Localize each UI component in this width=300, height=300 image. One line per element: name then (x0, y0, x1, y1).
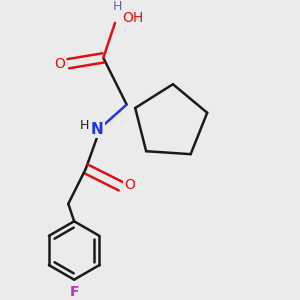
Text: O: O (124, 178, 135, 192)
Text: N: N (91, 122, 104, 137)
Text: O: O (54, 57, 65, 71)
Text: H: H (80, 119, 89, 132)
Text: OH: OH (122, 11, 143, 26)
Text: F: F (69, 285, 79, 299)
Text: H: H (113, 0, 123, 13)
